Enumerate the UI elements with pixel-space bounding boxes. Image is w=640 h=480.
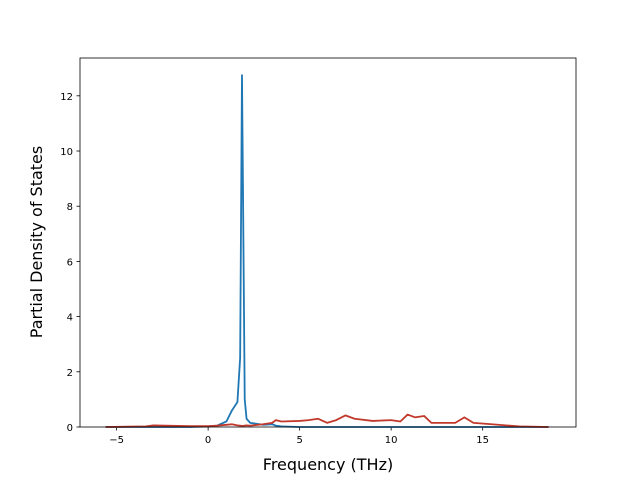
x-tick-label: 0	[205, 435, 211, 446]
y-tick-label: 12	[60, 92, 73, 103]
x-tick-label: −5	[109, 435, 124, 446]
x-tick-label: 5	[296, 435, 302, 446]
line-series	[105, 413, 549, 428]
x-axis-label: Frequency (THz)	[263, 455, 393, 474]
line-series	[105, 74, 549, 428]
y-tick-label: 10	[60, 147, 73, 158]
y-tick-label: 0	[67, 423, 73, 434]
plot-frame	[79, 57, 577, 428]
y-tick-label: 8	[67, 202, 73, 213]
y-tick-label: 4	[67, 313, 73, 324]
y-tick-label: 6	[67, 257, 73, 268]
y-tick-label: 2	[67, 368, 73, 379]
x-tick-label: 15	[476, 435, 489, 446]
y-axis-label: Partial Density of States	[27, 146, 46, 338]
x-tick-label: 10	[385, 435, 398, 446]
